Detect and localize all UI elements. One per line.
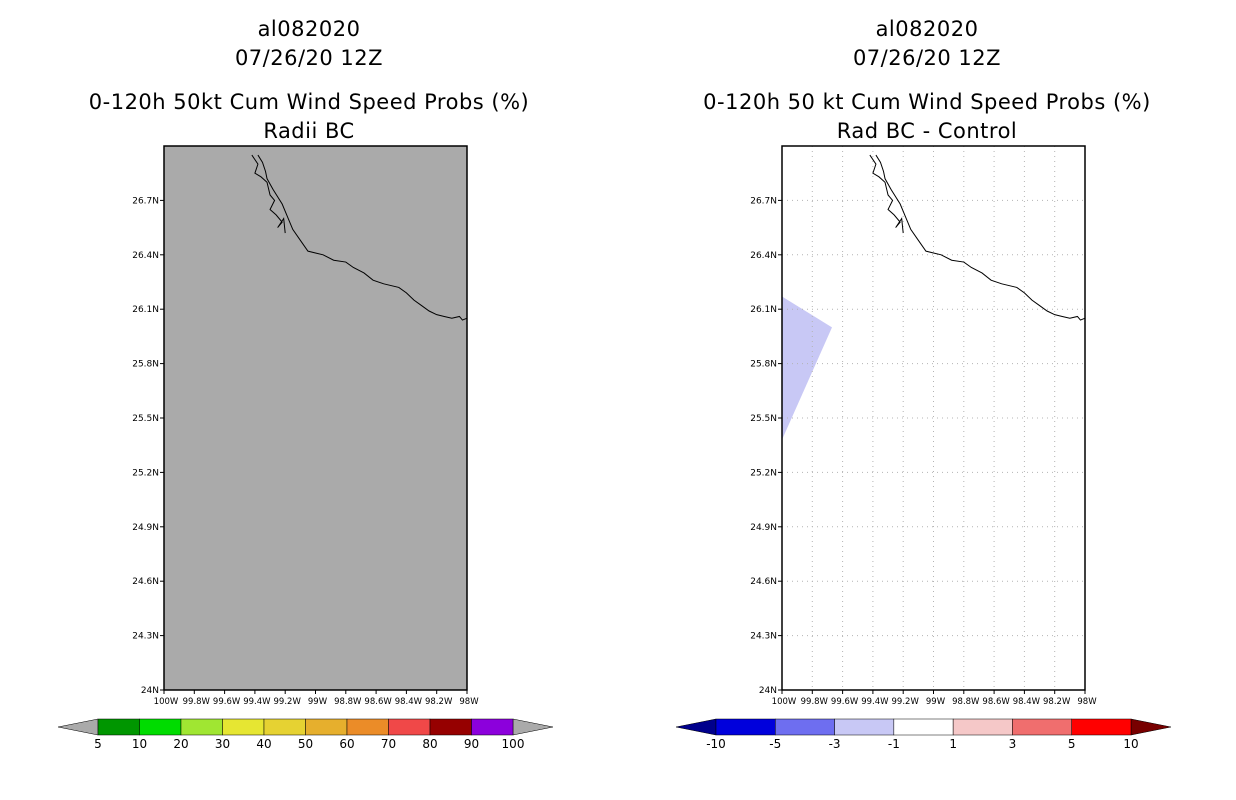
- right-x-tick-label: 99.4W: [861, 697, 889, 707]
- left-y-tick-label: 26.7N: [132, 196, 159, 206]
- left-colorbar-box: [222, 718, 265, 736]
- left-title: 0-120h 50kt Cum Wind Speed Probs (%): [88, 90, 530, 114]
- right-y-tick-label: 25.8N: [750, 360, 777, 370]
- left-x-tick-label: 99.6W: [213, 697, 241, 707]
- left-colorbar-box: [471, 718, 514, 736]
- left-x-tick-label: 98W: [459, 697, 479, 707]
- right-colorbar-box: [775, 718, 835, 736]
- right-y-tick-label: 26.4N: [750, 251, 777, 261]
- right-coastline-group: [869, 154, 1085, 321]
- left-x-tick-label: 100W: [154, 697, 179, 707]
- right-colorbar-label: -1: [888, 737, 900, 751]
- left-colorbar-box: [139, 718, 182, 736]
- right-colorbar-label: 5: [1068, 737, 1076, 751]
- left-colorbar-box: [180, 718, 223, 736]
- right-y-tick-label: 24N: [759, 686, 777, 696]
- left-y-tick-label: 25.8N: [132, 360, 159, 370]
- right-x-tick-label: 99W: [926, 697, 946, 707]
- left-colorbar-label: 80: [422, 737, 437, 751]
- right-y-tick-label: 24.3N: [750, 632, 777, 642]
- right-colorbar-under: [675, 718, 717, 736]
- right-x-tick-label: 98.8W: [952, 697, 980, 707]
- right-colorbar-label: 10: [1123, 737, 1138, 751]
- right-y-tick-label: 26.7N: [750, 196, 777, 206]
- right-date: 07/26/20 12Z: [852, 46, 1002, 70]
- left-colorbar-label: 50: [298, 737, 313, 751]
- left-storm-id: al082020: [257, 17, 361, 41]
- left-coastline-inlet: [251, 154, 286, 234]
- left-subtitle: Radii BC: [263, 119, 355, 143]
- left-colorbar-label: 60: [339, 737, 354, 751]
- right-colorbar-box: [1071, 718, 1132, 736]
- right-colorbar-box: [715, 718, 776, 736]
- left-y-tick-label: 24.6N: [132, 577, 159, 587]
- left-colorbar-label: 70: [381, 737, 396, 751]
- right-y-tick-label: 24.6N: [750, 577, 777, 587]
- right-colorbar-box: [952, 718, 1013, 736]
- left-colorbar-box: [429, 718, 472, 736]
- right-y-tick-label: 25.5N: [750, 414, 777, 424]
- right-x-tick-label: 98.4W: [1013, 697, 1041, 707]
- right-coastline: [875, 154, 1085, 321]
- left-colorbar-box: [305, 718, 348, 736]
- right-x-tick-label: 99.6W: [831, 697, 859, 707]
- left-x-tick-label: 98.4W: [395, 697, 423, 707]
- left-y-tick-label: 24.9N: [132, 523, 159, 533]
- left-x-tick-label: 99.8W: [183, 697, 211, 707]
- right-subtitle: Rad BC - Control: [836, 119, 1018, 143]
- left-x-tick-label: 98.2W: [425, 697, 453, 707]
- right-x-tick-label: 98.2W: [1043, 697, 1071, 707]
- right-x-tick-label: 98W: [1077, 697, 1097, 707]
- left-coastline-group: [251, 154, 467, 321]
- right-colorbar-label: -10: [706, 737, 726, 751]
- right-colorbar-label: -3: [829, 737, 841, 751]
- right-x-tick-label: 99.2W: [892, 697, 920, 707]
- left-x-tick-label: 98.8W: [334, 697, 362, 707]
- left-colorbar-label: 20: [173, 737, 188, 751]
- right-colorbar-over: [1130, 718, 1172, 736]
- left-coastline: [257, 154, 467, 321]
- left-colorbar-over: [512, 718, 554, 736]
- left-colorbar-under: [57, 718, 99, 736]
- left-field: [164, 146, 467, 690]
- left-x-tick-label: 99.2W: [274, 697, 302, 707]
- right-x-tick-label: 99.8W: [801, 697, 829, 707]
- right-storm-id: al082020: [875, 17, 979, 41]
- right-coastline-inlet: [869, 154, 904, 234]
- left-y-tick-label: 24N: [141, 686, 159, 696]
- left-colorbar-label: 5: [94, 737, 102, 751]
- right-x-tick-label: 100W: [772, 697, 797, 707]
- left-y-tick-label: 25.2N: [132, 468, 159, 478]
- left-colorbar-label: 90: [464, 737, 479, 751]
- left-colorbar-box: [388, 718, 431, 736]
- left-y-tick-label: 25.5N: [132, 414, 159, 424]
- left-date: 07/26/20 12Z: [234, 46, 384, 70]
- left-y-tick-label: 26.1N: [132, 305, 159, 315]
- left-colorbar-label: 10: [132, 737, 147, 751]
- right-y-tick-label: 24.9N: [750, 523, 777, 533]
- left-x-tick-label: 99W: [308, 697, 328, 707]
- left-colorbar-label: 100: [502, 737, 525, 751]
- right-shaded-region: [782, 296, 832, 440]
- left-colorbar-label: 40: [256, 737, 271, 751]
- left-colorbar-box: [263, 718, 306, 736]
- left-y-tick-label: 26.4N: [132, 251, 159, 261]
- right-y-tick-label: 26.1N: [750, 305, 777, 315]
- right-colorbar-label: -5: [769, 737, 781, 751]
- right-x-tick-label: 98.6W: [982, 697, 1010, 707]
- left-y-tick-label: 24.3N: [132, 632, 159, 642]
- right-colorbar-label: 3: [1009, 737, 1017, 751]
- right-colorbar-label: 1: [949, 737, 957, 751]
- left-colorbar-label: 30: [215, 737, 230, 751]
- left-colorbar-box: [346, 718, 389, 736]
- left-x-tick-label: 98.6W: [364, 697, 392, 707]
- right-colorbar-box: [834, 718, 895, 736]
- left-x-tick-label: 99.4W: [243, 697, 271, 707]
- right-y-tick-label: 25.2N: [750, 468, 777, 478]
- right-colorbar-box: [893, 718, 954, 736]
- right-colorbar-box: [1012, 718, 1072, 736]
- right-title: 0-120h 50 kt Cum Wind Speed Probs (%): [703, 90, 1151, 114]
- left-colorbar-box: [97, 718, 140, 736]
